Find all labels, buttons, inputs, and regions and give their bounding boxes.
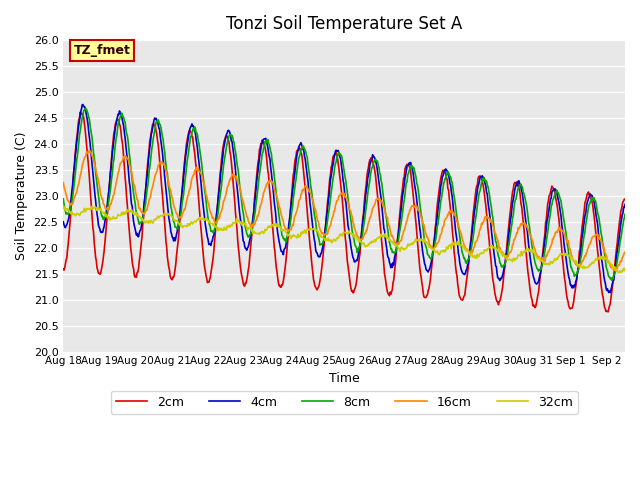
32cm	[544, 262, 552, 267]
8cm	[621, 211, 629, 217]
Line: 4cm: 4cm	[63, 105, 625, 292]
2cm	[486, 249, 494, 254]
Line: 16cm: 16cm	[63, 151, 625, 271]
32cm	[60, 205, 67, 211]
2cm	[418, 280, 426, 286]
16cm	[621, 250, 629, 255]
Line: 8cm: 8cm	[63, 108, 625, 280]
16cm	[95, 178, 102, 183]
4cm	[486, 215, 494, 220]
32cm	[418, 237, 426, 243]
32cm	[621, 267, 629, 273]
16cm	[86, 148, 94, 154]
Title: Tonzi Soil Temperature Set A: Tonzi Soil Temperature Set A	[226, 15, 462, 33]
32cm	[387, 237, 394, 243]
8cm	[486, 197, 494, 203]
Line: 32cm: 32cm	[63, 206, 625, 273]
2cm	[604, 309, 612, 315]
Y-axis label: Soil Temperature (C): Soil Temperature (C)	[15, 132, 28, 260]
2cm	[544, 201, 552, 207]
8cm	[418, 215, 426, 220]
4cm	[79, 102, 87, 108]
Line: 2cm: 2cm	[63, 112, 625, 312]
2cm	[60, 266, 67, 272]
4cm	[95, 222, 102, 228]
8cm	[401, 192, 409, 197]
8cm	[82, 106, 90, 111]
2cm	[387, 289, 394, 295]
Legend: 2cm, 4cm, 8cm, 16cm, 32cm: 2cm, 4cm, 8cm, 16cm, 32cm	[111, 391, 578, 414]
16cm	[387, 227, 394, 233]
32cm	[486, 245, 494, 251]
8cm	[60, 196, 67, 202]
32cm	[615, 270, 623, 276]
16cm	[401, 226, 409, 231]
4cm	[605, 289, 612, 295]
8cm	[95, 192, 102, 198]
4cm	[387, 262, 394, 267]
32cm	[60, 204, 68, 209]
2cm	[621, 196, 629, 202]
8cm	[608, 277, 616, 283]
16cm	[60, 180, 67, 185]
8cm	[387, 242, 394, 248]
4cm	[621, 202, 629, 207]
4cm	[60, 219, 67, 225]
2cm	[401, 166, 409, 172]
X-axis label: Time: Time	[329, 372, 360, 385]
32cm	[401, 246, 409, 252]
16cm	[418, 216, 426, 222]
4cm	[418, 241, 426, 247]
2cm	[76, 109, 84, 115]
32cm	[95, 205, 102, 211]
2cm	[95, 270, 102, 276]
16cm	[544, 250, 552, 255]
4cm	[401, 175, 409, 181]
16cm	[486, 216, 494, 222]
Text: TZ_fmet: TZ_fmet	[74, 44, 131, 57]
4cm	[544, 216, 552, 221]
8cm	[544, 229, 552, 235]
16cm	[610, 268, 618, 274]
